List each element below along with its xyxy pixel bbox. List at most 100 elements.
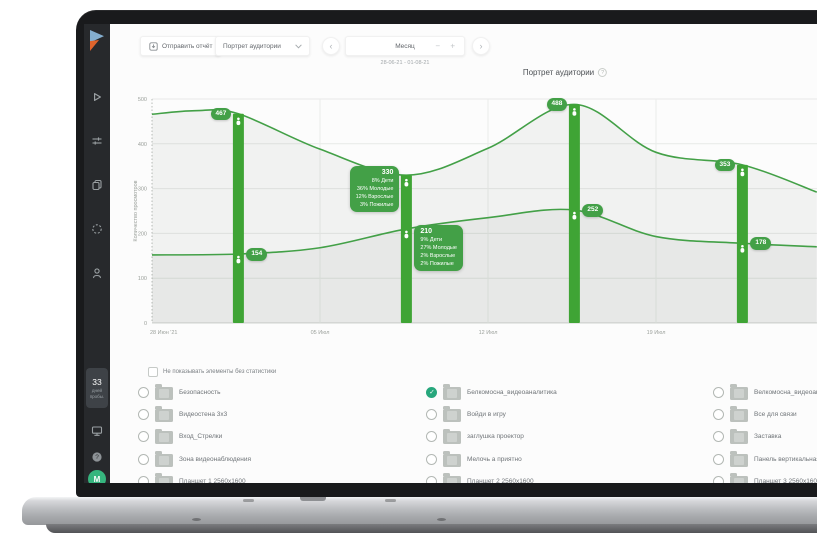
documents-icon (92, 179, 102, 191)
laptop-screen: 33 дней пробы. ? М (84, 24, 817, 483)
camera-label: Все для связи (754, 410, 797, 418)
camera-list-item[interactable]: заглушка проектор (426, 426, 713, 448)
sidebar-item-profile[interactable] (90, 266, 104, 280)
app-main: Отправить отчёт Портрет аудитории ‹ Меся… (110, 24, 817, 483)
folder-icon (730, 451, 748, 467)
svg-text:100: 100 (138, 276, 147, 282)
svg-text:400: 400 (138, 142, 147, 148)
folder-icon (730, 406, 748, 422)
folder-icon (443, 384, 461, 400)
period-next-button[interactable]: › (472, 37, 490, 55)
camera-list-item[interactable]: Зона видеонаблюдения (138, 448, 426, 470)
sidebar-item-play[interactable] (90, 90, 104, 104)
sidebar-item-filters[interactable] (90, 134, 104, 148)
camera-list-item[interactable]: Планшет 2 2560x1600 (426, 470, 713, 483)
view-selector-value: Портрет аудитории (223, 42, 281, 50)
camera-filter-section: Не показывать элементы без статистики Бе… (110, 365, 817, 483)
camera-radio[interactable] (426, 453, 437, 465)
camera-list-item[interactable]: Планшет 1 2560x1600 (138, 470, 426, 483)
camera-label: Планшет 2 2560x1600 (467, 477, 534, 483)
sidebar-item-documents[interactable] (90, 178, 104, 192)
hinge-mark (385, 499, 396, 502)
checkbox-icon[interactable] (148, 367, 158, 377)
chevron-right-icon: › (479, 41, 483, 51)
svg-text:?: ? (95, 454, 99, 461)
camera-list-item[interactable]: Все для связи (713, 403, 817, 425)
app-logo[interactable] (89, 29, 105, 53)
camera-radio[interactable] (713, 408, 724, 420)
camera-radio[interactable] (713, 453, 724, 465)
camera-radio[interactable] (713, 475, 724, 483)
svg-text:300: 300 (138, 187, 147, 193)
sidebar-item-help[interactable]: ? (90, 450, 104, 464)
zoom-out-minus-icon[interactable]: − (435, 41, 440, 51)
base-foot (437, 518, 446, 521)
trial-days-badge[interactable]: 33 дней пробы. (86, 368, 108, 408)
folder-icon (730, 473, 748, 483)
date-range-label: 28-06-21 - 01-08-21 (380, 60, 430, 66)
camera-list-item[interactable]: Велкомосна_видеоаналитика (713, 381, 817, 403)
camera-radio[interactable] (426, 408, 437, 420)
camera-list-item[interactable]: Видеостена 3x3 (138, 403, 426, 425)
camera-list-item[interactable]: Войди в игру (426, 403, 713, 425)
sidebar-item-scan[interactable] (90, 222, 104, 236)
camera-radio[interactable] (138, 408, 149, 420)
folder-icon (730, 428, 748, 445)
play-icon (94, 93, 101, 101)
camera-radio[interactable] (138, 431, 149, 443)
user-avatar[interactable]: М (88, 470, 106, 483)
send-report-button[interactable]: Отправить отчёт (140, 36, 222, 56)
camera-label: заглушка проектор (467, 433, 524, 441)
camera-radio[interactable] (426, 386, 437, 398)
camera-column-3: Велкомосна_видеоаналитика Все для связи За… (713, 381, 817, 483)
folder-icon (155, 406, 173, 422)
camera-radio[interactable] (426, 475, 437, 483)
laptop-base (22, 497, 817, 525)
camera-list-item[interactable]: Белкомосна_видеоаналитика (426, 381, 713, 403)
sidebar-item-display[interactable] (90, 424, 104, 438)
camera-column-1: Безопасность Видеостена 3x3 Вход_Стрелки Зо… (138, 381, 426, 483)
folder-icon (155, 384, 173, 400)
chevron-left-icon: ‹ (329, 41, 333, 51)
folder-icon (443, 406, 461, 422)
camera-list-item[interactable]: Планшет 3 2560x1600 (713, 470, 817, 483)
info-icon[interactable]: ? (598, 68, 608, 77)
camera-radio[interactable] (426, 431, 437, 443)
camera-radio[interactable] (138, 453, 149, 465)
camera-radio[interactable] (713, 386, 724, 398)
camera-label: Панель вертикальная внутр (754, 455, 817, 463)
zoom-in-plus-icon[interactable]: + (450, 41, 455, 51)
send-report-label: Отправить отчёт (162, 42, 213, 50)
camera-label: Вход_Стрелки (179, 433, 223, 441)
period-selector[interactable]: Месяц − + (345, 36, 465, 56)
camera-radio[interactable] (138, 386, 149, 398)
app-sidebar: 33 дней пробы. ? М (84, 24, 110, 483)
trial-days-text2: пробы. (89, 394, 105, 399)
folder-icon (443, 451, 461, 467)
camera-list-item[interactable]: Вход_Стрелки (138, 426, 426, 448)
camera-list-item[interactable]: Заставка (713, 426, 817, 448)
period-label: Месяц (395, 42, 415, 50)
trial-days-number: 33 (92, 377, 102, 387)
chart-title-row: Портрет аудитории ? (523, 68, 608, 77)
chevron-down-icon (295, 43, 302, 49)
camera-label: Велкомосна_видеоаналитика (754, 388, 817, 396)
camera-label: Белкомосна_видеоаналитика (467, 388, 557, 396)
folder-icon (155, 473, 173, 483)
camera-radio[interactable] (138, 475, 149, 483)
period-prev-button[interactable]: ‹ (322, 37, 340, 55)
svg-text:28 Июн '21: 28 Июн '21 (150, 330, 177, 336)
camera-label: Мелочь а приятно (467, 455, 522, 463)
camera-list-item[interactable]: Мелочь а приятно (426, 448, 713, 470)
trial-days-text1: дней (91, 388, 103, 393)
camera-radio[interactable] (713, 431, 724, 443)
hide-without-stats-checkbox-row[interactable]: Не показывать элементы без статистики (148, 367, 276, 377)
camera-label: Войди в игру (467, 410, 506, 418)
view-selector-dropdown[interactable]: Портрет аудитории (215, 36, 310, 56)
download-icon (149, 41, 158, 51)
dashed-circle-icon (92, 224, 102, 234)
hinge-mark (243, 499, 254, 502)
camera-list-item[interactable]: Безопасность (138, 381, 426, 403)
camera-list-item[interactable]: Панель вертикальная внутр (713, 448, 817, 470)
